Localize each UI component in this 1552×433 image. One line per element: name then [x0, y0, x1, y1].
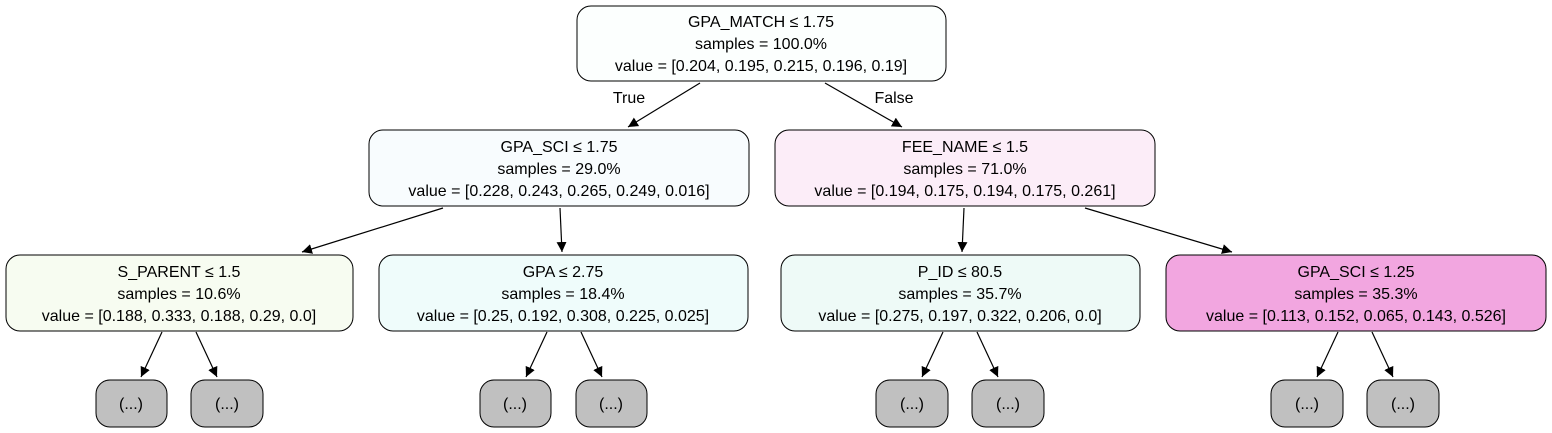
node-samples: samples = 18.4%	[501, 286, 624, 303]
edge-l2b-leaf4	[580, 331, 603, 378]
node-fee-name-1-5: FEE_NAME ≤ 1.5 samples = 71.0% value = […	[774, 129, 1156, 207]
node-gpa-2-75: GPA ≤ 2.75 samples = 18.4% value = [0.25…	[378, 254, 749, 332]
truncated-leaf: (...)	[479, 379, 552, 428]
node-box	[5, 254, 354, 332]
node-samples: samples = 35.7%	[898, 286, 1021, 303]
edge-label-false: False	[874, 90, 913, 107]
node-value: value = [0.275, 0.197, 0.322, 0.206, 0.0…	[818, 308, 1101, 325]
edge-l1a-l2a	[301, 207, 444, 254]
node-condition: FEE_NAME ≤ 1.5	[902, 139, 1028, 156]
leaf-box	[95, 379, 168, 428]
node-box	[368, 129, 750, 207]
root-value: value = [0.204, 0.195, 0.215, 0.196, 0.1…	[615, 58, 907, 75]
leaf-label: (...)	[900, 396, 924, 413]
node-samples: samples = 71.0%	[903, 161, 1026, 178]
edge-l2a-leaf1	[140, 331, 163, 378]
leaf-box	[190, 379, 264, 428]
leaf-box	[971, 379, 1045, 428]
node-box	[1165, 254, 1547, 332]
node-samples: samples = 10.6%	[117, 286, 240, 303]
node-condition: S_PARENT ≤ 1.5	[118, 264, 241, 281]
leaf-label: (...)	[1391, 396, 1415, 413]
node-box	[774, 129, 1156, 207]
node-gpa-sci-1-75: GPA_SCI ≤ 1.75 samples = 29.0% value = […	[368, 129, 750, 207]
leaf-label: (...)	[119, 396, 143, 413]
node-value: value = [0.194, 0.175, 0.194, 0.175, 0.2…	[814, 183, 1115, 200]
edge-l2d-leaf8	[1371, 331, 1394, 378]
leaf-label: (...)	[996, 396, 1020, 413]
leaf-box	[575, 379, 648, 428]
root-condition: GPA_MATCH ≤ 1.75	[688, 14, 834, 31]
node-box	[378, 254, 749, 332]
leaf-label: (...)	[1295, 396, 1319, 413]
node-box	[780, 254, 1141, 332]
leaf-box	[1366, 379, 1440, 428]
leaf-box	[479, 379, 552, 428]
edge-l2d-leaf7	[1316, 331, 1339, 378]
node-value: value = [0.25, 0.192, 0.308, 0.225, 0.02…	[417, 308, 709, 325]
leaf-label: (...)	[599, 396, 623, 413]
node-condition: GPA ≤ 2.75	[523, 264, 604, 281]
root-samples: samples = 100.0%	[695, 36, 827, 53]
edge-l1a-l2b	[556, 207, 567, 253]
truncated-leaf: (...)	[575, 379, 648, 428]
node-s-parent-1-5: S_PARENT ≤ 1.5 samples = 10.6% value = […	[5, 254, 354, 332]
truncated-leaf: (...)	[875, 379, 949, 428]
edge-root-left	[627, 82, 701, 128]
edge-l1b-l2d	[1084, 207, 1233, 254]
node-samples: samples = 29.0%	[497, 161, 620, 178]
edge-label-true: True	[613, 90, 645, 107]
node-value: value = [0.228, 0.243, 0.265, 0.249, 0.0…	[408, 183, 709, 200]
node-value: value = [0.188, 0.333, 0.188, 0.29, 0.0]	[42, 308, 316, 325]
edge-l2c-leaf6	[976, 331, 999, 378]
truncated-leaf: (...)	[1270, 379, 1344, 428]
edge-l2b-leaf3	[525, 331, 548, 378]
truncated-leaf: (...)	[971, 379, 1045, 428]
edge-l1b-l2c	[957, 207, 968, 253]
leaf-label: (...)	[215, 396, 239, 413]
leaf-box	[1270, 379, 1344, 428]
truncated-leaf: (...)	[95, 379, 168, 428]
truncated-leaf: (...)	[190, 379, 264, 428]
root-node-box	[576, 5, 947, 82]
node-condition: P_ID ≤ 80.5	[918, 264, 1002, 281]
node-condition: GPA_SCI ≤ 1.75	[501, 139, 618, 156]
node-gpa-sci-1-25: GPA_SCI ≤ 1.25 samples = 35.3% value = […	[1165, 254, 1547, 332]
node-condition: GPA_SCI ≤ 1.25	[1298, 264, 1415, 281]
edges	[140, 82, 1394, 378]
leaf-box	[875, 379, 949, 428]
edge-l2c-leaf5	[921, 331, 944, 378]
edge-root-right	[824, 82, 903, 128]
node-samples: samples = 35.3%	[1294, 286, 1417, 303]
truncated-leaf: (...)	[1366, 379, 1440, 428]
edge-l2a-leaf2	[195, 331, 218, 378]
node-value: value = [0.113, 0.152, 0.065, 0.143, 0.5…	[1206, 308, 1506, 325]
node-p-id-80-5: P_ID ≤ 80.5 samples = 35.7% value = [0.2…	[780, 254, 1141, 332]
root-node: GPA_MATCH ≤ 1.75 samples = 100.0% value …	[576, 5, 947, 82]
leaf-label: (...)	[503, 396, 527, 413]
